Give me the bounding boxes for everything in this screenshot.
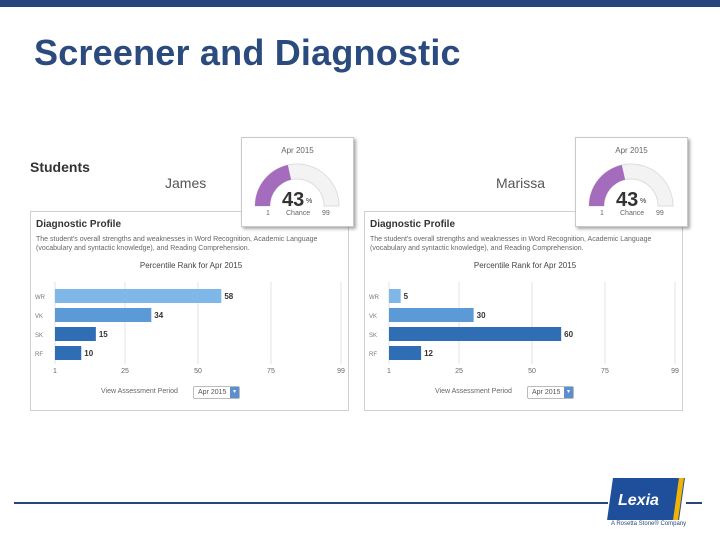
gauge-percent-sign: % <box>640 198 647 205</box>
gauge-chance-label: Chance <box>620 210 645 217</box>
gauge-dial-1 <box>254 163 340 207</box>
bar-vk <box>389 308 474 322</box>
gauge-percent: 43 <box>616 189 639 211</box>
profile-title: Diagnostic Profile <box>36 219 122 230</box>
bar-value-label: 30 <box>477 311 486 320</box>
bar-value-label: 15 <box>99 330 108 339</box>
top-accent-bar <box>0 0 720 7</box>
category-label: WR <box>35 295 46 301</box>
diagnostic-profile-panel-2: Diagnostic Profile The student's overall… <box>364 211 683 411</box>
x-tick-label: 1 <box>53 368 57 375</box>
gauge-max: 99 <box>322 210 330 217</box>
bar-wr <box>389 289 401 303</box>
footer-divider-left <box>14 502 608 504</box>
gauge-percent: 43 <box>282 189 305 211</box>
footer-divider-right <box>686 502 702 504</box>
category-label: RF <box>35 352 43 358</box>
category-label: SK <box>35 333 43 339</box>
bar-value-label: 10 <box>84 349 93 358</box>
student-name-james: James <box>165 175 207 191</box>
chevron-down-icon[interactable]: ▾ <box>230 387 239 398</box>
bar-value-label: 12 <box>424 349 433 358</box>
view-assessment-period-label: View Assessment Period <box>435 388 512 395</box>
period-value: Apr 2015 <box>198 389 227 396</box>
gauge-date: Apr 2015 <box>615 146 648 155</box>
profile-title: Diagnostic Profile <box>370 219 456 230</box>
chart-title: Percentile Rank for Apr 2015 <box>140 261 243 270</box>
bar-wr <box>55 289 222 303</box>
bar-vk <box>55 308 152 322</box>
category-label: WR <box>369 295 380 301</box>
assessment-period-select[interactable]: Apr 2015 ▾ <box>527 386 574 399</box>
period-value: Apr 2015 <box>532 389 561 396</box>
gauge-min: 1 <box>600 210 604 217</box>
gauge-percent-sign: % <box>306 198 313 205</box>
gauge-card-1: Apr 2015 43 % 1 Chance 99 <box>241 137 354 227</box>
x-tick-label: 50 <box>528 368 536 375</box>
gauge-min: 1 <box>266 210 270 217</box>
percentile-chart-2: Percentile Rank for Apr 2015 1 25 50 75 99 WR 5… <box>369 261 679 375</box>
chevron-down-icon[interactable]: ▾ <box>564 387 573 398</box>
category-label: VK <box>369 314 377 320</box>
profile-description: The student's overall strengths and weak… <box>370 236 652 252</box>
logo-text: Lexia <box>618 492 659 509</box>
gauge-chance-label: Chance <box>286 210 311 217</box>
profile-description: The student's overall strengths and weak… <box>36 236 318 252</box>
category-label: SK <box>369 333 377 339</box>
x-tick-label: 50 <box>194 368 202 375</box>
chart-title: Percentile Rank for Apr 2015 <box>474 261 577 270</box>
category-label: RF <box>369 352 377 358</box>
x-tick-label: 25 <box>121 368 129 375</box>
assessment-period-select[interactable]: Apr 2015 ▾ <box>193 386 240 399</box>
gauge-fill <box>255 165 292 206</box>
gauge-dial-2 <box>588 163 674 207</box>
x-tick-label: 1 <box>387 368 391 375</box>
diagnostic-profile-panel-1: Diagnostic Profile The student's overall… <box>30 211 349 411</box>
bar-value-label: 34 <box>154 311 163 320</box>
bar-sk <box>389 327 562 341</box>
logo-tagline: A Rosetta Stone® Company <box>611 521 687 527</box>
gauge-card-2: Apr 2015 43 % 1 Chance 99 <box>575 137 688 227</box>
category-label: VK <box>35 314 43 320</box>
x-tick-label: 99 <box>337 368 345 375</box>
gauge-date: Apr 2015 <box>281 146 314 155</box>
x-tick-label: 99 <box>671 368 679 375</box>
slide-title: Screener and Diagnostic <box>34 32 461 73</box>
bar-value-label: 5 <box>404 292 409 301</box>
bar-rf <box>389 346 422 360</box>
bar-value-label: 58 <box>224 292 233 301</box>
student-name-marissa: Marissa <box>496 175 546 191</box>
bar-value-label: 60 <box>564 330 573 339</box>
gauge-fill <box>589 165 626 206</box>
view-assessment-period-label: View Assessment Period <box>101 388 178 395</box>
bar-rf <box>55 346 82 360</box>
students-heading: Students <box>30 159 90 175</box>
x-tick-label: 25 <box>455 368 463 375</box>
bar-sk <box>55 327 96 341</box>
percentile-chart-1: Percentile Rank for Apr 2015 1 25 50 75 99 WR 5… <box>35 261 345 375</box>
x-tick-label: 75 <box>601 368 609 375</box>
x-tick-label: 75 <box>267 368 275 375</box>
gauge-max: 99 <box>656 210 664 217</box>
